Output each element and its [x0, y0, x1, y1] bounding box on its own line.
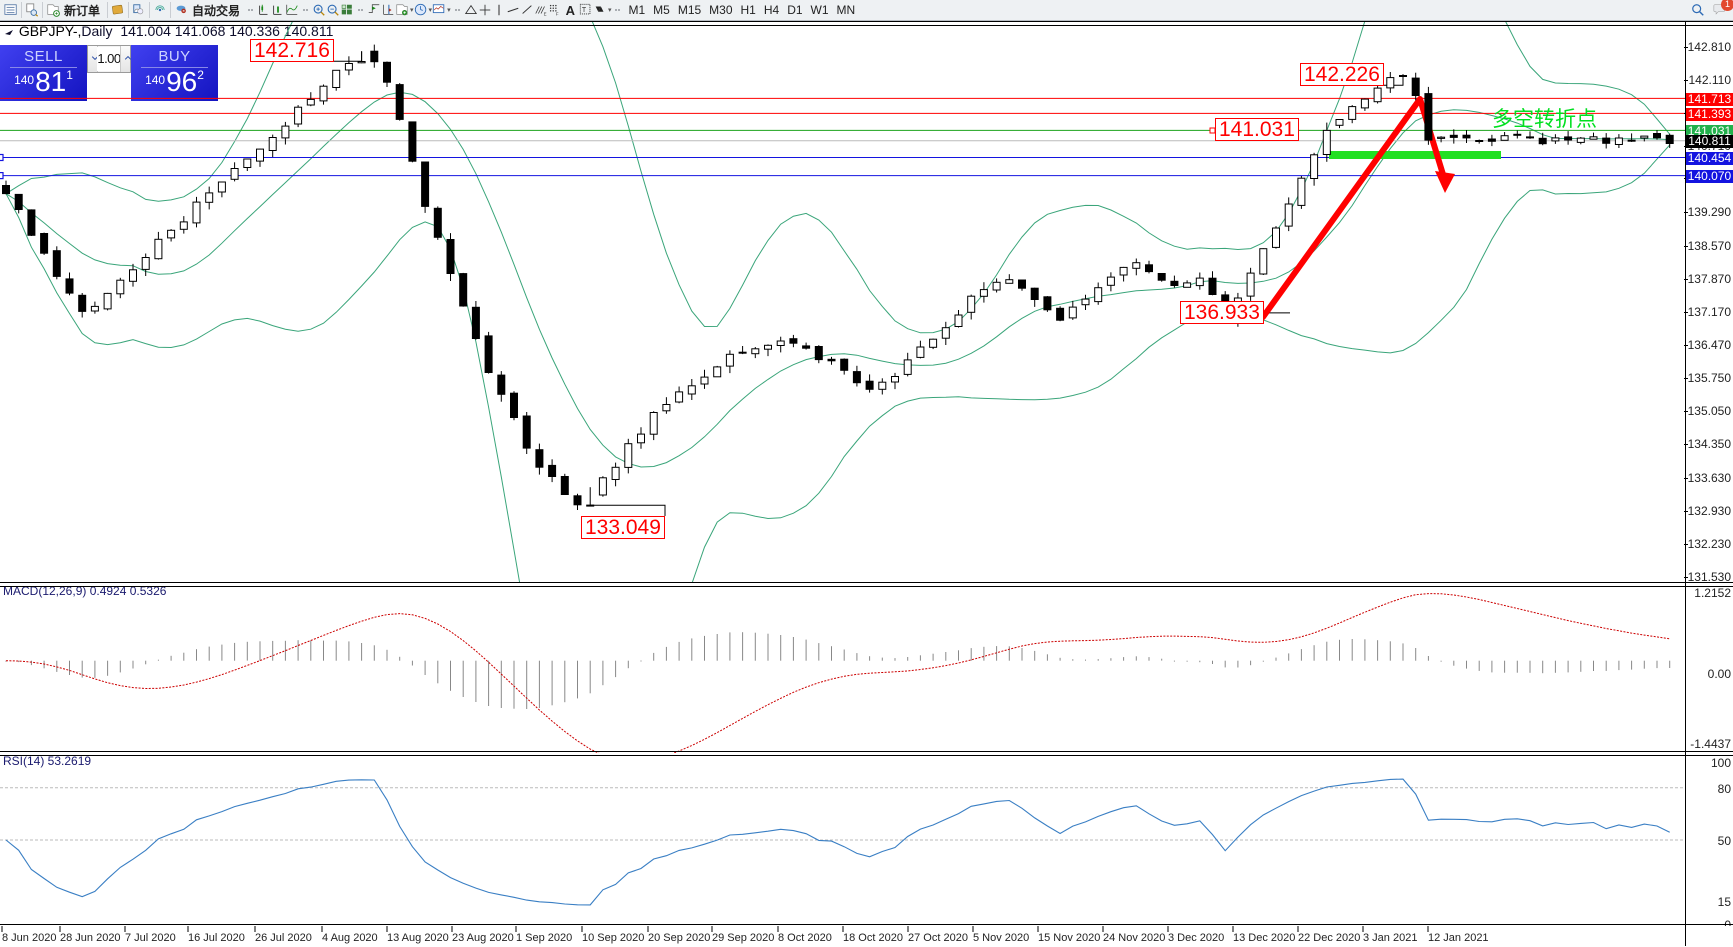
svg-text:E: E: [543, 11, 546, 16]
svg-text:T: T: [582, 7, 587, 14]
svg-text:F: F: [555, 11, 558, 16]
